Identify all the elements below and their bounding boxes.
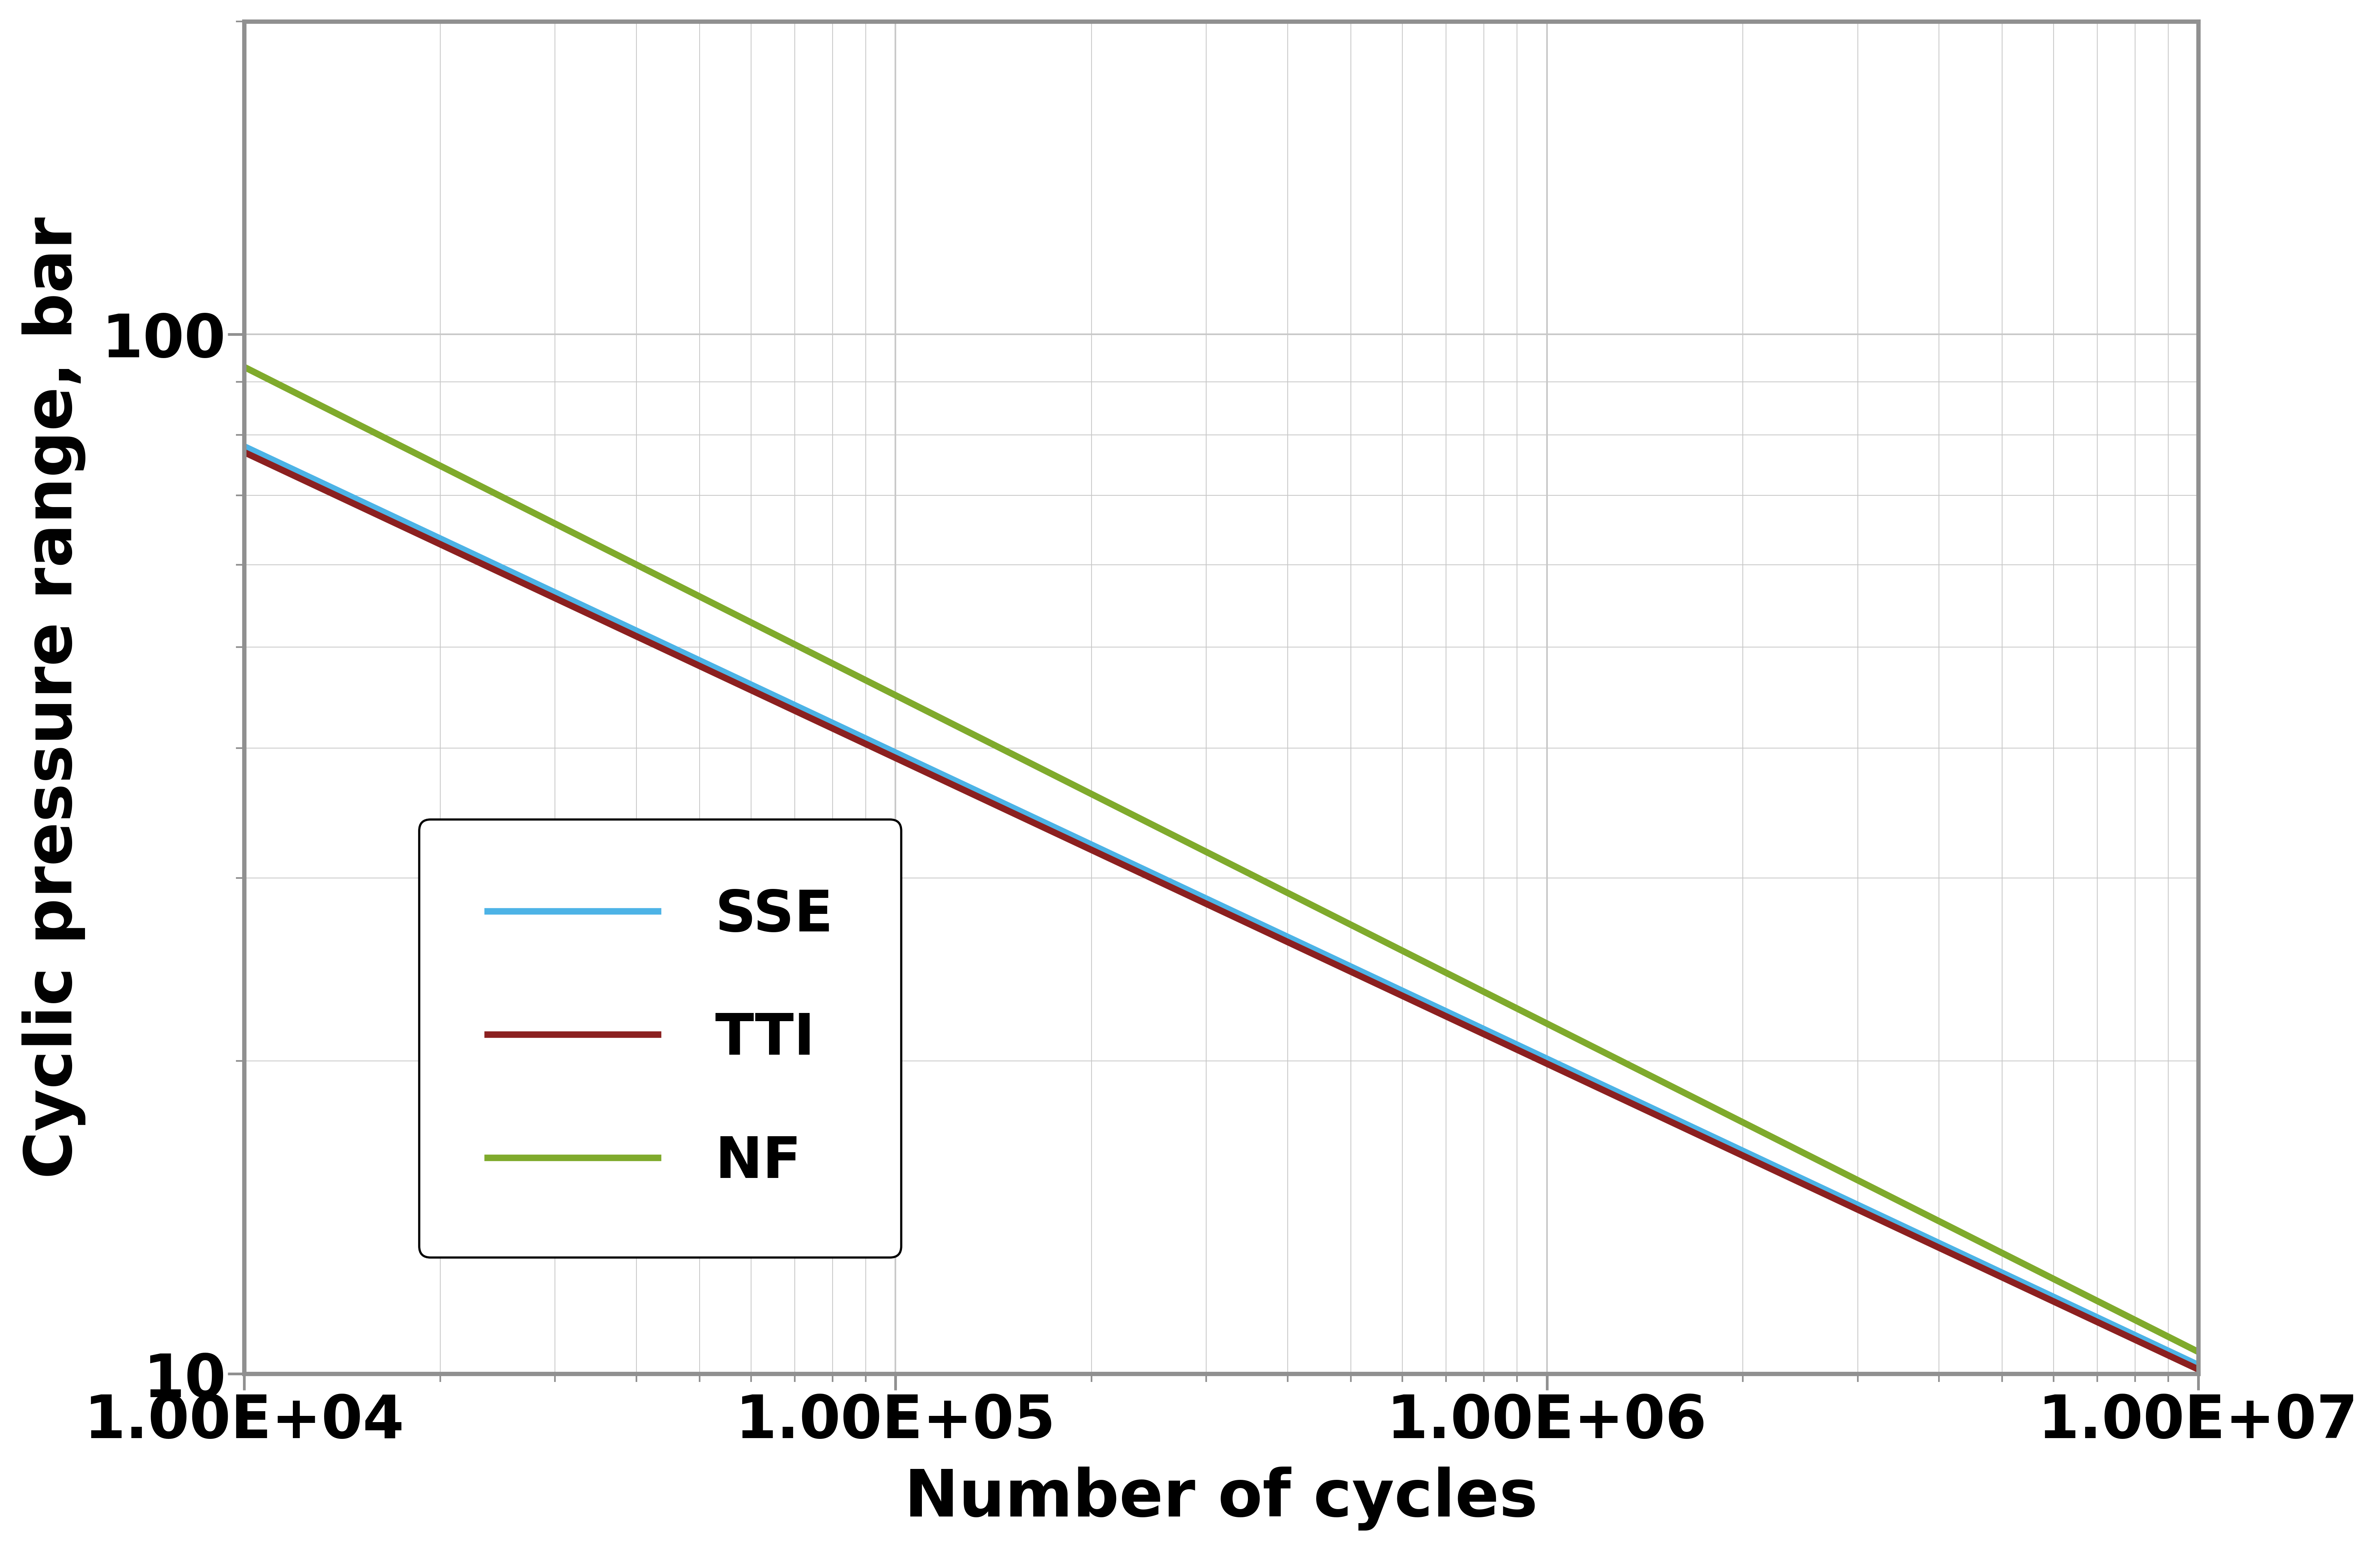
NF xyxy=(1159,826,1188,844)
NF xyxy=(231,359,259,377)
NF xyxy=(1392,944,1421,962)
SSE xyxy=(1159,874,1188,892)
TTI xyxy=(2185,1360,2213,1378)
TTI xyxy=(1833,1195,1861,1214)
Y-axis label: Cyclic pressure range, bar: Cyclic pressure range, bar xyxy=(21,217,86,1178)
SSE xyxy=(1392,984,1421,1003)
TTI xyxy=(1169,885,1197,903)
Legend: SSE, TTI, NF: SSE, TTI, NF xyxy=(419,819,902,1257)
Line: TTI: TTI xyxy=(245,453,2199,1369)
SSE xyxy=(231,438,259,456)
TTI xyxy=(1288,939,1316,958)
SSE xyxy=(1288,934,1316,953)
SSE xyxy=(2185,1355,2213,1374)
TTI xyxy=(231,444,259,462)
NF xyxy=(2185,1342,2213,1361)
NF xyxy=(2137,1319,2166,1338)
SSE xyxy=(2137,1333,2166,1352)
SSE xyxy=(1833,1190,1861,1209)
TTI xyxy=(1392,989,1421,1007)
TTI xyxy=(1159,878,1188,897)
X-axis label: Number of cycles: Number of cycles xyxy=(904,1467,1537,1530)
Line: NF: NF xyxy=(245,368,2199,1352)
NF xyxy=(1833,1166,1861,1184)
NF xyxy=(1169,832,1197,850)
Line: SSE: SSE xyxy=(245,447,2199,1364)
TTI xyxy=(2137,1338,2166,1356)
NF xyxy=(1288,891,1316,909)
SSE xyxy=(1169,878,1197,897)
